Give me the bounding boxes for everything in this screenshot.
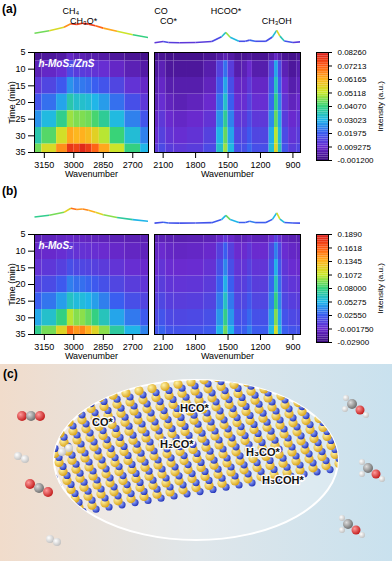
svg-text:10: 10 bbox=[15, 246, 25, 256]
svg-text:1500: 1500 bbox=[218, 159, 239, 170]
svg-text:30: 30 bbox=[15, 131, 25, 141]
svg-text:Time (min): Time (min) bbox=[7, 81, 17, 124]
svg-text:0.1072: 0.1072 bbox=[338, 271, 363, 280]
svg-text:h-MoS₂/ZnS: h-MoS₂/ZnS bbox=[39, 58, 95, 69]
svg-text:0.08000: 0.08000 bbox=[338, 284, 367, 293]
svg-text:2850: 2850 bbox=[93, 341, 114, 352]
svg-text:CO*: CO* bbox=[92, 416, 114, 428]
svg-text:0.02550: 0.02550 bbox=[338, 311, 367, 320]
svg-text:3150: 3150 bbox=[34, 342, 54, 352]
svg-text:(c): (c) bbox=[3, 367, 18, 381]
svg-text:1200: 1200 bbox=[250, 341, 271, 352]
svg-text:5: 5 bbox=[20, 47, 25, 57]
svg-text:20: 20 bbox=[15, 279, 25, 289]
html-text:(a): (a) bbox=[2, 2, 17, 16]
svg-text:2700: 2700 bbox=[123, 160, 143, 170]
html-text:(b): (b) bbox=[2, 184, 18, 198]
svg-text:0.08260: 0.08260 bbox=[338, 48, 367, 57]
svg-text:0.1345: 0.1345 bbox=[338, 257, 363, 266]
svg-text:900: 900 bbox=[285, 342, 300, 352]
svg-text:Wavenumber: Wavenumber bbox=[201, 351, 254, 361]
svg-text:3000: 3000 bbox=[63, 341, 84, 352]
svg-text:CH₃O*: CH₃O* bbox=[70, 16, 98, 26]
svg-text:10: 10 bbox=[15, 64, 25, 74]
svg-text:0.009275: 0.009275 bbox=[338, 143, 372, 152]
svg-text:h-MoS₂: h-MoS₂ bbox=[39, 240, 74, 251]
svg-text:-0.001750: -0.001750 bbox=[338, 325, 375, 334]
svg-text:20: 20 bbox=[15, 97, 25, 107]
svg-text:35: 35 bbox=[15, 329, 25, 339]
svg-text:30: 30 bbox=[15, 313, 25, 323]
svg-text:25: 25 bbox=[15, 114, 25, 124]
svg-text:Intensity (a.u.): Intensity (a.u.) bbox=[376, 263, 385, 314]
svg-text:1800: 1800 bbox=[185, 159, 206, 170]
svg-text:15: 15 bbox=[15, 263, 25, 273]
svg-text:CO*: CO* bbox=[160, 16, 178, 26]
svg-text:H₂CO*: H₂CO* bbox=[160, 438, 194, 450]
svg-text:0.07213: 0.07213 bbox=[338, 62, 367, 71]
svg-text:25: 25 bbox=[15, 296, 25, 306]
svg-text:HCO*: HCO* bbox=[180, 402, 209, 414]
svg-text:-0.02900: -0.02900 bbox=[338, 338, 370, 347]
svg-text:3150: 3150 bbox=[34, 160, 54, 170]
svg-text:Intensity (a.u.): Intensity (a.u.) bbox=[376, 81, 385, 132]
svg-text:3000: 3000 bbox=[63, 159, 84, 170]
svg-text:CO: CO bbox=[154, 6, 168, 16]
svg-text:Time (min): Time (min) bbox=[7, 263, 17, 306]
svg-text:Wavenumber: Wavenumber bbox=[65, 351, 118, 361]
svg-text:1800: 1800 bbox=[185, 341, 206, 352]
svg-text:0.05118: 0.05118 bbox=[338, 89, 367, 98]
svg-text:15: 15 bbox=[15, 81, 25, 91]
svg-text:0.1618: 0.1618 bbox=[338, 244, 363, 253]
svg-text:0.05275: 0.05275 bbox=[338, 298, 367, 307]
svg-text:2700: 2700 bbox=[123, 342, 143, 352]
svg-text:1200: 1200 bbox=[250, 159, 271, 170]
svg-text:2100: 2100 bbox=[153, 160, 173, 170]
svg-text:0.1890: 0.1890 bbox=[338, 230, 363, 239]
svg-text:CH₃OH: CH₃OH bbox=[262, 16, 292, 26]
svg-text:0.06165: 0.06165 bbox=[338, 75, 367, 84]
svg-text:CH₄: CH₄ bbox=[63, 6, 80, 16]
svg-text:2100: 2100 bbox=[153, 342, 173, 352]
svg-text:2850: 2850 bbox=[93, 159, 114, 170]
svg-text:5: 5 bbox=[20, 229, 25, 239]
svg-text:1500: 1500 bbox=[218, 341, 239, 352]
svg-text:Wavenumber: Wavenumber bbox=[201, 169, 254, 179]
svg-text:35: 35 bbox=[15, 147, 25, 157]
svg-text:0.01975: 0.01975 bbox=[338, 129, 367, 138]
svg-text:HCOO*: HCOO* bbox=[211, 6, 242, 16]
svg-text:-0.001200: -0.001200 bbox=[338, 156, 375, 165]
svg-text:Wavenumber: Wavenumber bbox=[65, 169, 118, 179]
svg-text:0.03023: 0.03023 bbox=[338, 116, 367, 125]
svg-text:0.04070: 0.04070 bbox=[338, 102, 367, 111]
svg-text:H₃COH*: H₃COH* bbox=[262, 474, 304, 486]
svg-text:H₃CO*: H₃CO* bbox=[246, 446, 281, 458]
svg-text:900: 900 bbox=[285, 160, 300, 170]
